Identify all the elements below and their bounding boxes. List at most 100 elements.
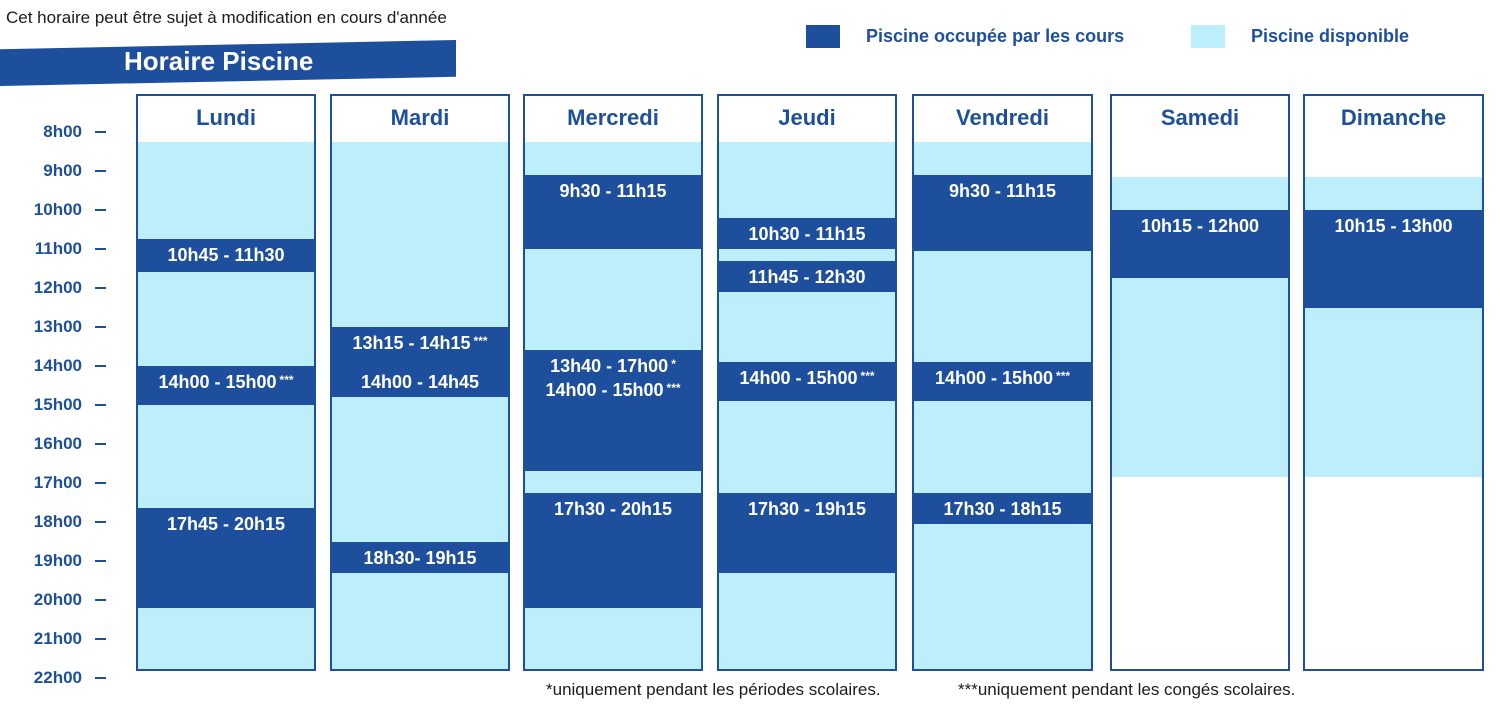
time-tick	[95, 638, 106, 640]
slot-time: 13h15 - 14h15	[352, 333, 471, 353]
time-label: 17h00	[4, 473, 106, 493]
time-label: 14h00	[4, 356, 106, 376]
time-label: 22h00	[4, 668, 106, 688]
day-name: Lundi	[196, 105, 256, 130]
time-tick	[95, 209, 106, 211]
time-label-text: 19h00	[33, 551, 82, 570]
time-label-text: 20h00	[33, 590, 82, 609]
time-label: 11h00	[4, 239, 106, 259]
time-tick	[95, 599, 106, 601]
footnote-mark: ***	[279, 373, 294, 387]
time-label-text: 11h00	[34, 239, 82, 258]
time-tick	[95, 326, 106, 328]
time-tick	[95, 560, 106, 562]
time-label: 19h00	[4, 551, 106, 571]
occupied-block	[1305, 210, 1482, 308]
occupied-block	[332, 327, 508, 366]
time-label: 20h00	[4, 590, 106, 610]
time-label-text: 16h00	[33, 434, 82, 453]
slot-label: 14h00 - 15h00 ***	[525, 380, 701, 402]
time-label: 10h00	[4, 200, 106, 220]
day-name: Mercredi	[567, 105, 659, 130]
day-column-samedi: 10h15 - 12h00 Samedi	[1110, 94, 1290, 671]
slot-label: 17h30 - 18h15	[914, 499, 1091, 519]
occupied-block	[332, 366, 508, 398]
slot-time: 11h45 - 12h30	[748, 266, 866, 287]
time-label: 12h00	[4, 278, 106, 298]
slot-label: 10h45 - 11h30	[138, 245, 314, 265]
time-label: 18h00	[4, 512, 106, 532]
slot-time: 9h30 - 11h15	[948, 180, 1057, 201]
footnote-mark: ***	[666, 381, 681, 396]
occupied-block	[914, 492, 1091, 524]
occupied-block	[914, 174, 1091, 251]
legend-available-label: Piscine disponible	[1251, 26, 1410, 46]
day-column-jeudi: 10h30 - 11h15 11h45 - 12h30 14h00 - 15h00 *…	[717, 94, 897, 671]
slot-time: 17h30 - 18h15	[943, 498, 1062, 519]
time-label-text: 14h00	[33, 356, 82, 375]
occupied-block	[525, 174, 701, 249]
time-label-text: 18h00	[33, 512, 82, 531]
time-label-text: 13h00	[33, 317, 82, 336]
day-column-lundi: 10h45 - 11h30 14h00 - 15h00 *** 17h45 - 20h…	[136, 94, 316, 671]
slot-label: 17h30 - 19h15	[719, 499, 895, 519]
slot-time: 17h30 - 20h15	[553, 498, 673, 519]
footnote-mark: ***	[473, 334, 488, 348]
time-tick	[95, 521, 106, 523]
slot-time: 14h00 - 15h00	[739, 368, 858, 389]
time-label-text: 8h00	[43, 122, 82, 141]
slot-label: 18h30- 19h15	[332, 548, 508, 568]
time-tick	[95, 287, 106, 289]
time-label: 15h00	[4, 395, 106, 415]
slot-label: 11h45 - 12h30	[719, 267, 895, 287]
day-name: Jeudi	[778, 105, 836, 130]
occupied-block	[719, 362, 895, 402]
slot-time: 14h00 - 15h00	[545, 380, 664, 401]
slot-label: 14h00 - 15h00 ***	[914, 368, 1091, 390]
footnote-mark: ***	[1056, 369, 1071, 384]
day-column-vendredi: 9h30 - 11h15 14h00 - 15h00 *** 17h30 - 18h1…	[912, 94, 1093, 671]
time-tick	[95, 404, 106, 406]
time-label-text: 9h00	[43, 161, 82, 180]
occupied-block	[138, 366, 314, 405]
legend-available-swatch	[1191, 25, 1225, 48]
legend-occupied-label: Piscine occupée par les cours	[866, 26, 1125, 46]
time-tick	[95, 365, 106, 367]
slot-label: 17h30 - 20h15	[525, 499, 701, 519]
slot-time: 18h30- 19h15	[363, 547, 477, 568]
day-name: Mardi	[390, 105, 450, 130]
occupied-block	[138, 239, 314, 273]
time-tick	[95, 170, 106, 172]
slot-label: 13h40 - 17h00 *	[525, 356, 701, 378]
day-name: Dimanche	[1340, 105, 1447, 130]
slot-time: 10h15 - 12h00	[1140, 216, 1260, 236]
legend-occupied-swatch	[806, 25, 840, 48]
slot-label: 10h15 - 13h00	[1305, 216, 1482, 236]
slot-label: 17h45 - 20h15	[138, 514, 314, 534]
slot-time: 14h00 - 15h00	[934, 368, 1054, 389]
occupied-block	[914, 362, 1091, 402]
time-label: 13h00	[4, 317, 106, 337]
day-column-mercredi: 9h30 - 11h15 13h40 - 17h00 * 14h00 - 15h00 *…	[523, 94, 703, 671]
time-label-text: 21h00	[33, 629, 82, 648]
time-label-text: 10h00	[33, 200, 82, 219]
slot-label: 14h00 - 14h45	[332, 372, 508, 392]
time-label: 21h00	[4, 629, 106, 649]
day-name: Vendredi	[956, 105, 1049, 130]
time-label-text: 17h00	[33, 473, 82, 492]
slot-time: 10h45 - 11h30	[167, 245, 285, 266]
occupied-block	[719, 217, 895, 249]
slot-label: 14h00 - 15h00 ***	[138, 372, 314, 394]
day-column-mardi: 13h15 - 14h15 *** 14h00 - 14h45 18h30- 19h1…	[330, 94, 510, 671]
time-tick	[95, 131, 106, 133]
slot-time: 10h15 - 13h00	[1334, 216, 1453, 236]
day-column-dimanche: 10h15 - 13h00 Dimanche	[1303, 94, 1484, 671]
slot-time: 14h00 - 14h45	[360, 372, 480, 392]
footnote-periodes-scolaires: *uniquement pendant les périodes scolair…	[546, 680, 881, 699]
footnote-conges-scolaires: ***uniquement pendant les congés scolair…	[958, 680, 1296, 699]
time-label-text: 22h00	[33, 668, 82, 687]
slot-label: 10h15 - 12h00	[1112, 216, 1288, 236]
top-note: Cet horaire peut être sujet à modificati…	[6, 8, 447, 27]
slot-label: 10h30 - 11h15	[719, 224, 895, 244]
slot-time: 13h40 - 17h00	[550, 356, 669, 377]
